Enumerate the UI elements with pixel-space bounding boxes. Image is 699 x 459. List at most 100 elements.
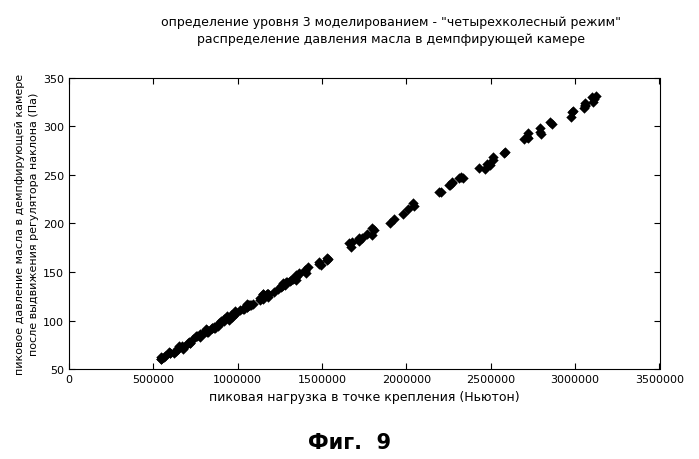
Point (384, 220, 396, 227)
Point (164, 349, 175, 356)
Point (245, 302, 256, 309)
Point (447, 179, 458, 187)
Point (362, 231, 373, 238)
Point (443, 182, 454, 189)
Point (519, 136, 530, 144)
Point (155, 355, 166, 363)
Point (288, 275, 299, 283)
Point (176, 343, 187, 350)
Point (273, 286, 284, 293)
Point (286, 277, 297, 284)
Point (299, 268, 310, 275)
Point (190, 333, 201, 340)
Point (481, 161, 492, 168)
Point (356, 235, 368, 242)
Point (446, 179, 457, 187)
Point (213, 320, 224, 327)
Point (282, 279, 293, 286)
Point (242, 304, 253, 311)
Point (354, 236, 365, 243)
Point (244, 301, 255, 308)
Point (314, 260, 325, 268)
Point (257, 291, 268, 298)
Point (257, 296, 268, 303)
Point (247, 301, 259, 308)
Point (187, 336, 199, 343)
Point (280, 281, 291, 289)
Point (209, 324, 220, 331)
Point (445, 182, 456, 190)
Point (256, 295, 267, 302)
Point (484, 162, 496, 169)
Text: Фиг.  9: Фиг. 9 (308, 432, 391, 452)
Point (522, 130, 533, 138)
Point (366, 225, 377, 233)
Point (579, 103, 591, 110)
Point (207, 325, 218, 332)
Point (170, 347, 181, 355)
Point (344, 240, 355, 247)
Point (407, 200, 418, 207)
Point (237, 306, 248, 313)
Point (277, 282, 288, 290)
Point (156, 353, 167, 361)
Point (347, 239, 358, 246)
Point (285, 277, 296, 285)
Point (456, 174, 467, 181)
Point (168, 350, 180, 357)
Point (315, 262, 326, 269)
Point (278, 280, 289, 287)
Point (261, 291, 272, 298)
Point (183, 340, 194, 347)
Point (535, 125, 546, 133)
Point (155, 356, 166, 363)
Point (544, 119, 555, 127)
Point (199, 329, 210, 336)
Point (276, 284, 287, 291)
Point (261, 291, 273, 298)
Point (366, 231, 377, 239)
Point (192, 333, 203, 340)
Point (208, 324, 219, 331)
Point (210, 325, 221, 332)
Point (216, 319, 227, 326)
Point (409, 202, 420, 210)
Point (294, 269, 305, 277)
Point (158, 353, 169, 360)
Point (354, 237, 365, 245)
Point (223, 317, 234, 324)
Point (435, 189, 446, 196)
Point (227, 311, 238, 319)
Point (226, 312, 237, 319)
Point (457, 175, 468, 182)
Point (454, 175, 465, 182)
Point (567, 108, 578, 116)
Point (587, 100, 598, 107)
Point (202, 328, 213, 336)
Point (262, 293, 273, 301)
Point (243, 302, 254, 309)
Point (368, 227, 380, 235)
Point (194, 331, 206, 338)
Point (177, 345, 188, 353)
Point (313, 258, 324, 266)
Point (263, 291, 274, 298)
Point (521, 134, 533, 141)
Point (215, 318, 226, 325)
Point (219, 316, 230, 324)
Point (579, 102, 591, 110)
Point (388, 216, 399, 223)
Point (241, 301, 252, 308)
Point (498, 150, 510, 157)
Point (323, 255, 334, 263)
X-axis label: пиковая нагрузка в точке крепления (Ньютон): пиковая нагрузка в точке крепления (Ньют… (209, 390, 519, 403)
Point (398, 211, 409, 218)
Point (303, 263, 314, 271)
Point (263, 291, 274, 298)
Point (234, 307, 245, 314)
Point (226, 314, 238, 321)
Point (254, 297, 266, 304)
Point (243, 301, 254, 308)
Point (578, 105, 589, 112)
Point (546, 121, 557, 128)
